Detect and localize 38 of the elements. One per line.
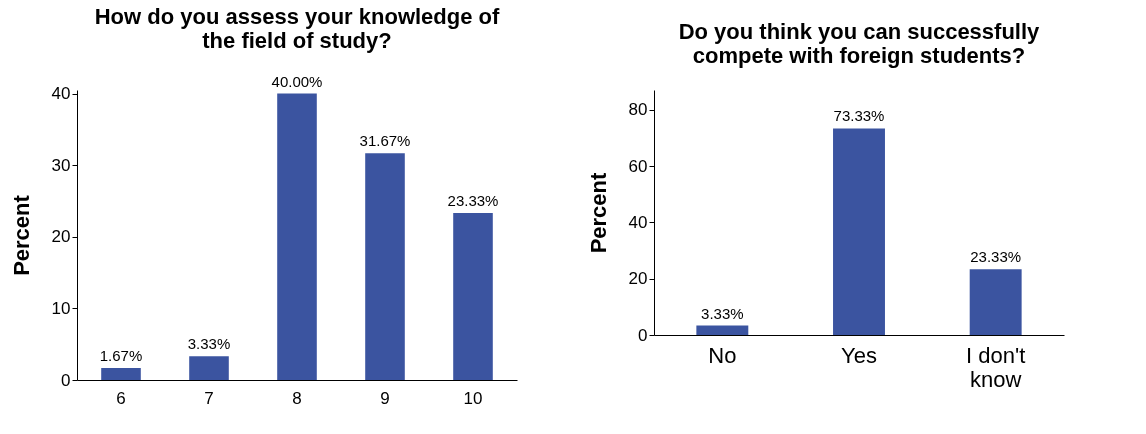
y-tick-label: 20 xyxy=(51,227,71,247)
chart-title: How do you assess your knowledge of the field of study? xyxy=(94,3,500,53)
y-tick-label: 10 xyxy=(51,298,71,318)
y-tick-label: 40 xyxy=(628,212,648,232)
data-label: 3.33% xyxy=(187,335,231,353)
y-tick-label: 0 xyxy=(638,325,648,345)
x-tick-label: 7 xyxy=(204,388,214,408)
y-tick-label: 60 xyxy=(628,156,648,176)
x-tick-label: No xyxy=(708,342,737,368)
x-tick-label: Yes xyxy=(841,342,877,368)
chart-title: Do you think you can successfully compete with foreign students? xyxy=(678,19,1041,68)
data-label: 31.67% xyxy=(359,132,411,150)
y-tick-label: 80 xyxy=(628,100,648,120)
bar xyxy=(189,356,229,380)
y-tick-label: 0 xyxy=(61,370,71,390)
y-axis-title: Percent xyxy=(585,171,611,254)
data-label: 40.00% xyxy=(271,72,323,90)
bar xyxy=(969,269,1022,335)
y-tick-label: 30 xyxy=(51,155,71,175)
x-tick-label: 10 xyxy=(463,388,483,408)
bar xyxy=(833,128,885,335)
y-tick-label: 40 xyxy=(51,84,71,104)
bar xyxy=(101,368,141,380)
bar xyxy=(696,325,749,335)
bar xyxy=(365,153,405,380)
y-tick-label: 20 xyxy=(628,269,648,289)
x-tick-label: I don't know xyxy=(966,342,1026,392)
bar xyxy=(277,93,317,380)
data-label: 1.67% xyxy=(99,347,143,365)
bar xyxy=(453,212,493,380)
y-axis-title: Percent xyxy=(8,194,34,276)
x-tick-label: 6 xyxy=(116,388,126,408)
x-tick-label: 9 xyxy=(380,388,390,408)
data-label: 3.33% xyxy=(701,304,744,322)
x-tick-label: 8 xyxy=(292,388,302,408)
data-label: 73.33% xyxy=(833,107,885,125)
data-label: 23.33% xyxy=(970,248,1022,266)
data-label: 23.33% xyxy=(447,191,499,209)
